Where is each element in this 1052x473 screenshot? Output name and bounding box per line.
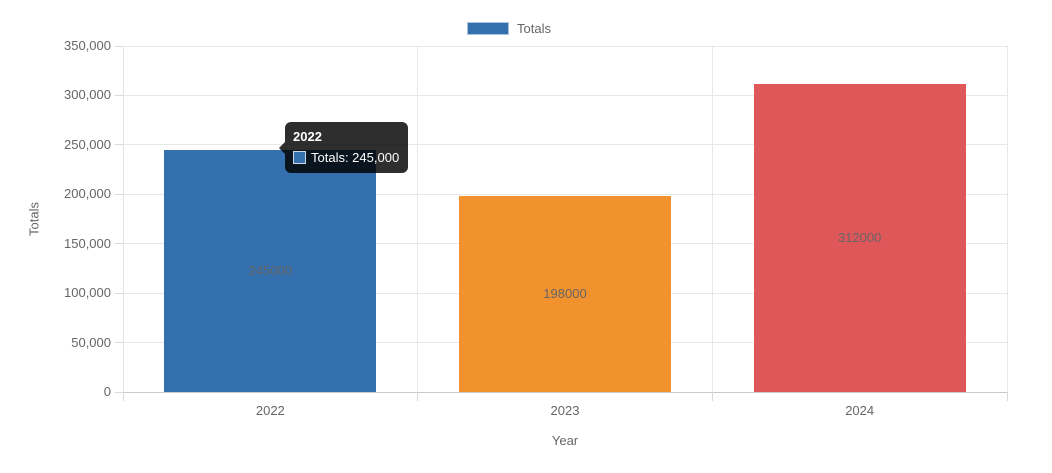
legend-label: Totals xyxy=(517,21,551,36)
x-tick-mark xyxy=(417,392,419,401)
tooltip-caret-icon xyxy=(279,141,285,154)
y-axis-line xyxy=(122,46,124,392)
y-tick-mark xyxy=(115,193,123,195)
y-tick-mark xyxy=(115,94,123,96)
x-tick-mark xyxy=(122,392,124,401)
legend-item-totals[interactable]: Totals xyxy=(467,21,551,36)
bar-value-label: 245000 xyxy=(248,262,293,278)
y-tick-mark xyxy=(115,292,123,294)
x-tick-label: 2024 xyxy=(845,403,875,418)
y-axis-title: Totals xyxy=(26,202,42,236)
x-axis-title: Year xyxy=(551,433,579,448)
bar-value-label: 198000 xyxy=(543,286,587,302)
tooltip-swatch-icon xyxy=(293,151,306,164)
y-tick-mark xyxy=(115,45,123,47)
tooltip-title: 2022 xyxy=(293,129,322,144)
y-tick-mark xyxy=(115,391,123,393)
y-tick-label: 50,000 xyxy=(71,334,111,350)
y-tick-label: 150,000 xyxy=(64,235,111,251)
legend-swatch-icon xyxy=(467,22,509,35)
bar-2023[interactable] xyxy=(458,196,672,392)
bar-value-label: 312000 xyxy=(837,229,882,245)
y-tick-mark xyxy=(115,144,123,146)
y-tick-label: 300,000 xyxy=(64,87,111,103)
tooltip-value: Totals: 245,000 xyxy=(311,150,400,165)
x-tick-label: 2023 xyxy=(550,403,580,418)
y-gridline xyxy=(123,45,1007,47)
tooltip-row: Totals: 245,000 xyxy=(293,150,399,165)
y-tick-mark xyxy=(115,342,123,344)
x-axis-line xyxy=(123,391,1007,393)
x-tick-mark xyxy=(1006,392,1008,401)
x-gridline xyxy=(1006,46,1008,392)
x-tick-label: 2022 xyxy=(255,403,285,418)
y-tick-label: 200,000 xyxy=(64,186,111,202)
bar-2022[interactable] xyxy=(164,149,377,392)
y-tick-label: 100,000 xyxy=(64,285,111,301)
x-gridline xyxy=(417,46,419,392)
bar-2024[interactable] xyxy=(753,83,966,392)
tooltip: 2022 Totals: 245,000 xyxy=(279,122,409,173)
x-gridline xyxy=(711,46,713,392)
y-tick-label: 350,000 xyxy=(64,38,111,53)
y-gridline xyxy=(123,193,1007,195)
y-gridline xyxy=(123,94,1007,96)
y-tick-label: 0 xyxy=(103,384,111,399)
x-tick-mark xyxy=(711,392,713,401)
y-gridline xyxy=(123,144,1007,146)
y-tick-mark xyxy=(115,243,123,245)
y-tick-label: 250,000 xyxy=(64,136,111,152)
